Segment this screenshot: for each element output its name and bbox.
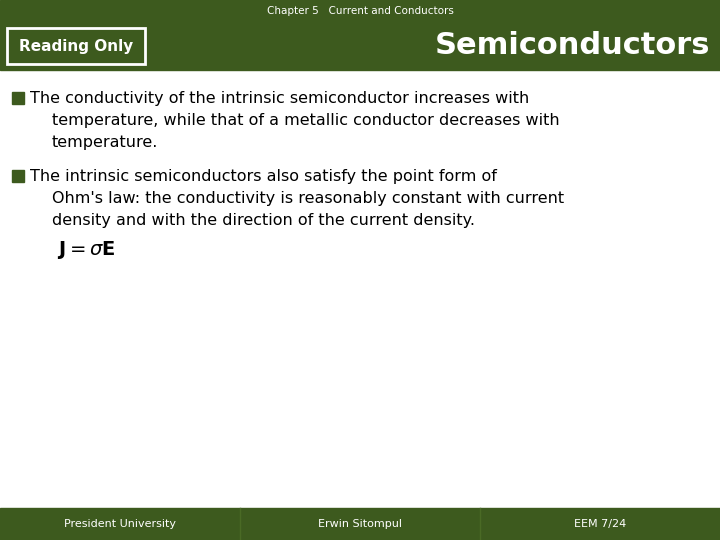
Text: Semiconductors: Semiconductors [434,31,710,60]
FancyBboxPatch shape [7,28,145,64]
Text: The conductivity of the intrinsic semiconductor increases with: The conductivity of the intrinsic semico… [30,91,529,105]
Text: Erwin Sitompul: Erwin Sitompul [318,519,402,529]
Text: EEM 7/24: EEM 7/24 [574,519,626,529]
Text: Chapter 5   Current and Conductors: Chapter 5 Current and Conductors [266,6,454,16]
Text: density and with the direction of the current density.: density and with the direction of the cu… [52,213,475,227]
Bar [0,508,720,540]
Text: Ohm's law: the conductivity is reasonably constant with current: Ohm's law: the conductivity is reasonabl… [52,191,564,206]
Bar [0,22,720,70]
Bar [0,0,720,22]
Bar [12,170,24,182]
Text: Reading Only: Reading Only [19,38,133,53]
Text: The intrinsic semiconductors also satisfy the point form of: The intrinsic semiconductors also satisf… [30,168,497,184]
Text: temperature.: temperature. [52,134,158,150]
Bar [12,92,24,104]
Text: temperature, while that of a metallic conductor decreases with: temperature, while that of a metallic co… [52,112,559,127]
Text: $\mathbf{J} = \sigma\mathbf{E}$: $\mathbf{J} = \sigma\mathbf{E}$ [57,239,115,261]
Text: President University: President University [64,519,176,529]
